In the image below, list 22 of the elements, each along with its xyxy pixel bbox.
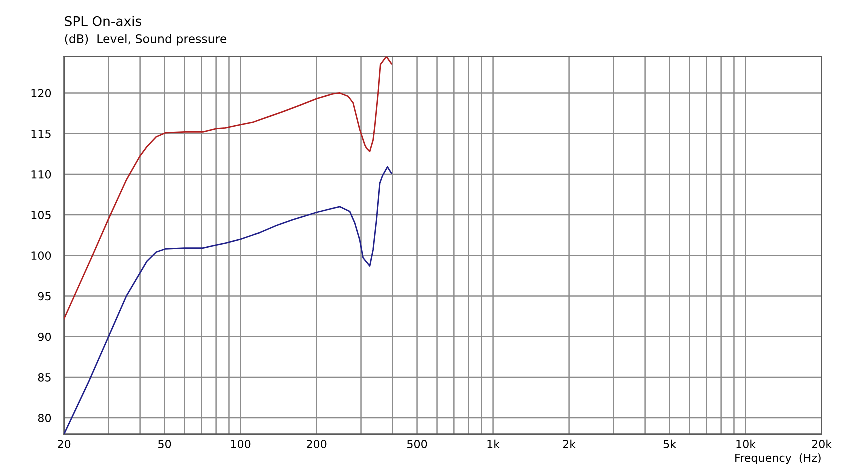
x-axis-title: Frequency (Hz) (736, 454, 821, 464)
y-tick-label: 100 (32, 252, 52, 260)
x-tick-label: 20 (58, 440, 71, 448)
y-tick-label: 80 (38, 414, 52, 422)
y-tick-label: 90 (38, 332, 52, 342)
y-tick-label: 85 (38, 373, 51, 382)
x-tick-label: 100 (231, 440, 251, 448)
x-tick-label: 5k (664, 440, 676, 448)
x-tick-label: 500 (408, 440, 428, 448)
x-tick-label: 1k (488, 440, 500, 448)
y-tick-label: 95 (38, 292, 51, 301)
x-tick-label: 20k (812, 440, 832, 448)
x-tick-label: 2k (563, 440, 576, 448)
y-tick-label: 120 (32, 89, 52, 98)
y-tick-label: 110 (32, 170, 52, 179)
y-axis-title: (dB) Level, Sound pressure (65, 34, 227, 46)
y-tick-label: 105 (32, 211, 51, 220)
x-tick-label: 200 (307, 440, 327, 448)
y-tick-label: 115 (32, 130, 51, 138)
x-tick-label: 10k (736, 440, 756, 448)
chart-title: SPL On-axis (65, 16, 142, 26)
x-tick-label: 50 (158, 440, 172, 448)
